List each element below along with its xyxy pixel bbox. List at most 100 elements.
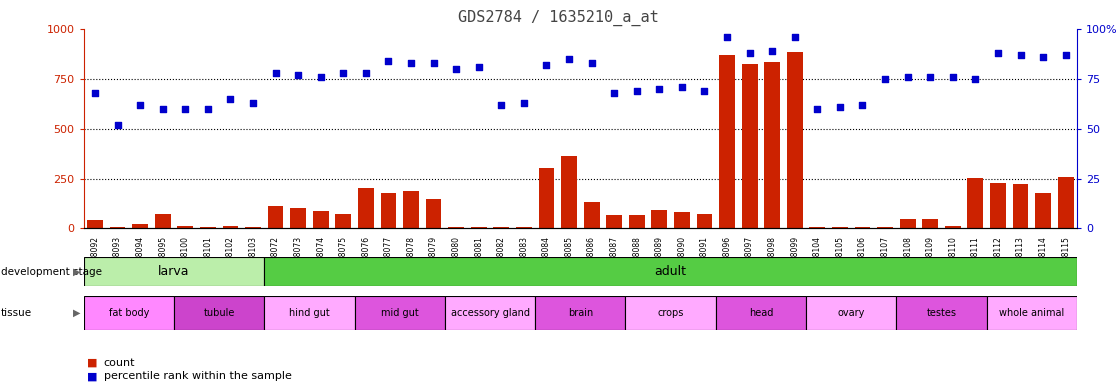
Bar (155, 214, 171, 228)
Point (651, 86, 668, 92)
Bar (471, 227, 487, 228)
Point (944, 74, 962, 80)
Point (1035, 54, 1052, 60)
Text: ovary: ovary (837, 308, 865, 318)
Point (786, 34, 804, 40)
Bar (968, 177, 983, 228)
Text: accessory gland: accessory gland (451, 308, 529, 318)
Text: fat body: fat body (108, 308, 150, 318)
Bar (1012, 184, 1029, 228)
Point (514, 99, 532, 106)
Point (108, 122, 126, 128)
Bar (899, 220, 915, 228)
Bar (493, 227, 509, 228)
Bar (200, 227, 215, 228)
Point (154, 106, 172, 112)
Point (425, 60, 443, 66)
Point (966, 76, 984, 82)
Point (538, 62, 556, 68)
Point (132, 102, 150, 108)
Text: GDS2784 / 1635210_a_at: GDS2784 / 1635210_a_at (458, 10, 658, 26)
Bar (561, 156, 577, 228)
Point (86, 89, 104, 96)
Bar (696, 214, 712, 228)
Point (831, 104, 849, 110)
Point (583, 60, 600, 66)
Bar (628, 215, 645, 228)
Bar (674, 212, 690, 228)
Point (628, 88, 646, 94)
Text: hind gut: hind gut (289, 308, 330, 318)
Bar (809, 227, 825, 228)
Bar (625, 296, 715, 330)
Bar (268, 205, 283, 228)
Point (448, 66, 465, 72)
Text: tissue: tissue (1, 308, 32, 318)
Point (402, 60, 420, 66)
Point (335, 70, 353, 76)
Bar (652, 210, 667, 228)
Point (470, 64, 488, 70)
Text: testes: testes (926, 308, 956, 318)
Bar (312, 210, 328, 228)
Bar (290, 207, 306, 228)
Bar (584, 202, 599, 228)
Point (898, 74, 916, 80)
Text: ■: ■ (87, 358, 97, 368)
Point (922, 74, 940, 80)
Bar (715, 296, 806, 330)
Point (695, 88, 713, 94)
Bar (358, 187, 374, 228)
Bar (403, 190, 418, 228)
Bar (222, 226, 239, 228)
Text: head: head (749, 308, 773, 318)
Point (176, 106, 194, 112)
Bar (355, 296, 445, 330)
Bar (264, 257, 1077, 286)
Bar (87, 220, 103, 228)
Point (989, 50, 1007, 56)
Bar (132, 224, 148, 228)
Bar (425, 199, 442, 228)
Bar (516, 227, 532, 228)
Bar (987, 296, 1077, 330)
Text: mid gut: mid gut (381, 308, 418, 318)
Bar (246, 227, 261, 228)
Point (854, 102, 872, 108)
Bar (445, 296, 536, 330)
Text: percentile rank within the sample: percentile rank within the sample (104, 371, 291, 381)
Point (244, 99, 262, 106)
Bar (84, 296, 174, 330)
Point (1011, 52, 1029, 58)
Bar (990, 182, 1006, 228)
Bar (264, 296, 355, 330)
Bar (833, 227, 848, 228)
Text: whole animal: whole animal (999, 308, 1065, 318)
Point (741, 50, 759, 56)
Bar (787, 52, 802, 228)
Text: ■: ■ (87, 371, 97, 381)
Point (379, 58, 397, 64)
Text: count: count (104, 358, 135, 368)
Point (605, 89, 623, 96)
Bar (606, 215, 622, 228)
Text: adult: adult (655, 265, 686, 278)
Bar (109, 227, 125, 228)
Bar (381, 192, 396, 228)
Point (808, 106, 826, 112)
Bar (174, 296, 264, 330)
Point (267, 70, 285, 76)
Bar (84, 257, 264, 286)
Bar (1036, 192, 1051, 228)
Text: crops: crops (657, 308, 684, 318)
Point (311, 74, 329, 80)
Point (560, 56, 578, 62)
Bar (922, 220, 939, 228)
Bar (449, 227, 464, 228)
Point (718, 34, 735, 40)
Text: brain: brain (568, 308, 593, 318)
Point (199, 106, 217, 112)
Bar (896, 296, 987, 330)
Bar (945, 226, 961, 228)
Text: tubule: tubule (203, 308, 234, 318)
